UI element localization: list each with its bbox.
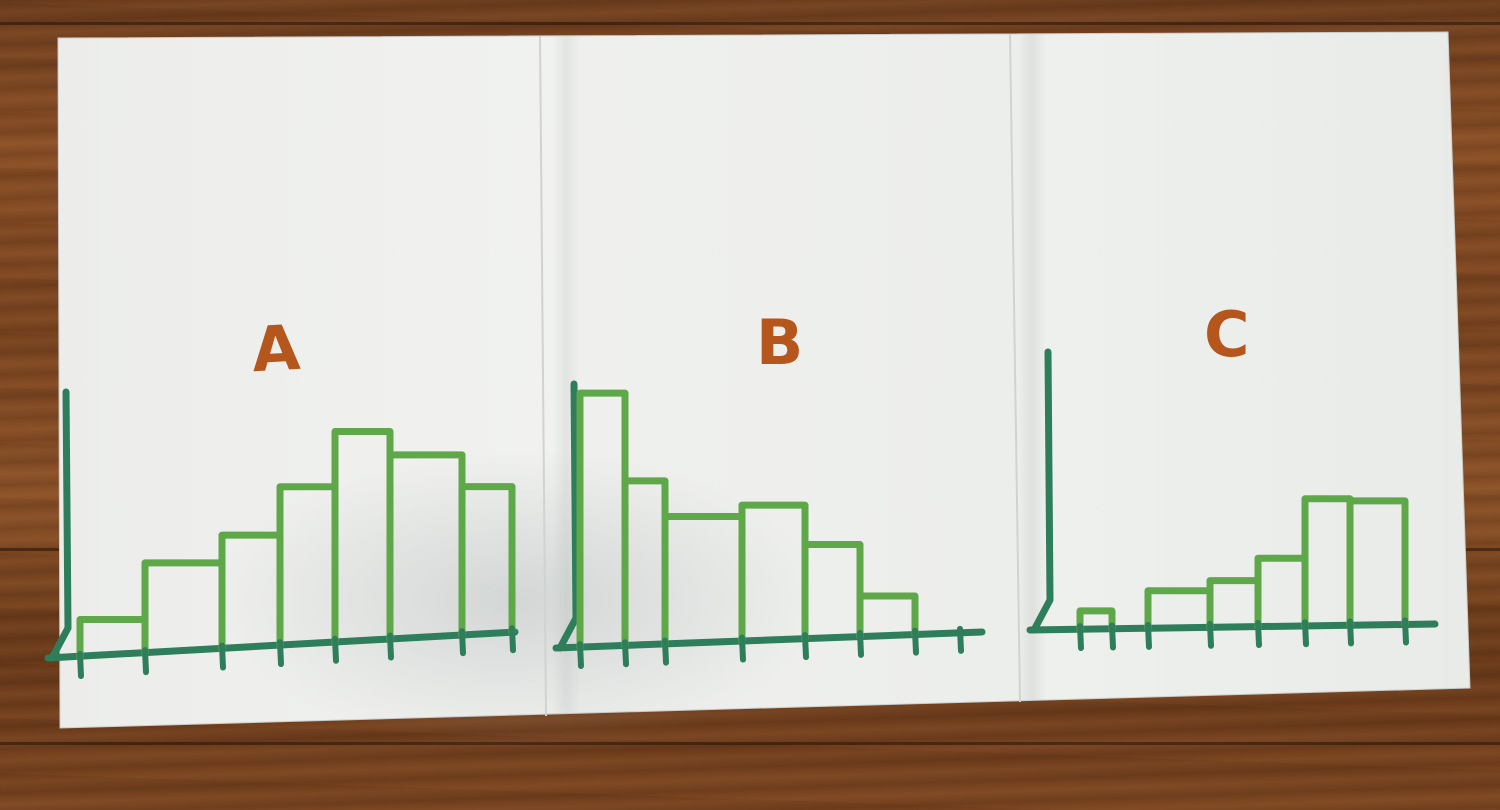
paper-fold xyxy=(539,35,547,717)
x-tick xyxy=(509,625,516,654)
y-axis xyxy=(1030,348,1054,634)
y-axis xyxy=(48,388,72,662)
paper-fold xyxy=(1009,33,1021,703)
x-tick xyxy=(1347,618,1354,647)
x-tick xyxy=(1302,619,1309,648)
y-axis xyxy=(556,380,580,652)
x-tick xyxy=(662,637,669,666)
x-tick xyxy=(387,632,394,661)
x-tick xyxy=(857,629,864,658)
chart-b xyxy=(552,380,986,669)
bar xyxy=(458,483,516,639)
x-tick xyxy=(1145,621,1152,650)
table-seam xyxy=(0,22,1500,25)
x-tick xyxy=(142,647,149,676)
x-tick xyxy=(459,628,466,657)
x-tick xyxy=(277,639,284,668)
chart-a xyxy=(44,388,519,679)
x-axis xyxy=(1026,620,1439,634)
x-tick xyxy=(77,651,84,679)
chart-c xyxy=(1026,348,1439,651)
x-tick xyxy=(1402,617,1409,646)
hand-shadow xyxy=(220,450,820,750)
x-tick xyxy=(802,632,809,661)
x-tick xyxy=(739,634,746,663)
chart-title-a: A xyxy=(250,310,302,387)
x-tick xyxy=(1077,623,1084,651)
x-tick xyxy=(219,642,226,671)
x-tick xyxy=(332,635,339,664)
table-seam xyxy=(0,742,1500,745)
bar xyxy=(1346,497,1409,629)
bar xyxy=(856,592,919,641)
chart-title-c: C xyxy=(1204,298,1250,371)
x-tick xyxy=(1207,620,1214,649)
bar xyxy=(1076,607,1116,634)
x-tick xyxy=(912,627,919,656)
x-tick xyxy=(622,639,629,668)
x-tick xyxy=(1109,622,1116,651)
x-tick xyxy=(957,625,964,654)
x-tick xyxy=(1255,619,1262,648)
x-tick xyxy=(577,641,584,669)
bar xyxy=(801,541,864,643)
chart-title-b: B xyxy=(756,306,804,379)
